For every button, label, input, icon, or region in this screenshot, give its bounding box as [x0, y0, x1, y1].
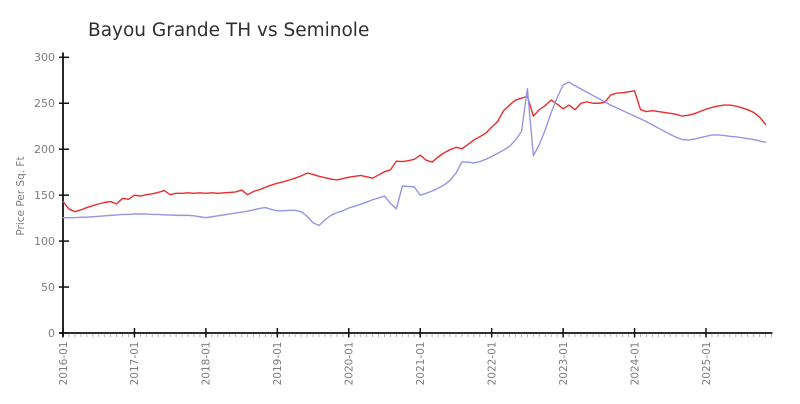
x-tick-label: 2025-01: [701, 342, 713, 386]
y-axis-title: Price Per Sq. Ft: [15, 156, 27, 235]
x-tick-label: 2022-01: [486, 342, 498, 386]
chart-title: Bayou Grande TH vs Seminole: [88, 20, 369, 41]
y-tick-label: 300: [34, 51, 55, 64]
y-axis: 0 50 100 150 200 250 300: [34, 51, 69, 340]
bayou-grande-th-line: [62, 90, 767, 213]
y-tick-label: 50: [41, 281, 55, 294]
x-axis: 2016-01 2017-01 2018-01 2019-01 2020-01 2021-…: [58, 328, 773, 385]
x-tick-label: 2018-01: [201, 342, 213, 386]
seminole-line: [62, 81, 767, 227]
x-tick-label: 2019-01: [272, 342, 284, 386]
y-tick-label: 150: [34, 189, 55, 202]
x-tick-label: 2024-01: [629, 342, 641, 386]
data-series: [62, 81, 767, 227]
x-tick-label: 2021-01: [415, 342, 427, 386]
y-tick-label: 250: [34, 97, 55, 110]
y-tick-label: 200: [34, 143, 55, 156]
x-tick-label: 2017-01: [129, 342, 141, 386]
x-tick-label: 2023-01: [558, 342, 570, 386]
x-tick-label: 2016-01: [58, 342, 70, 386]
y-tick-label: 0: [48, 327, 55, 340]
x-tick-label: 2020-01: [344, 342, 356, 386]
y-tick-label: 100: [34, 235, 55, 248]
